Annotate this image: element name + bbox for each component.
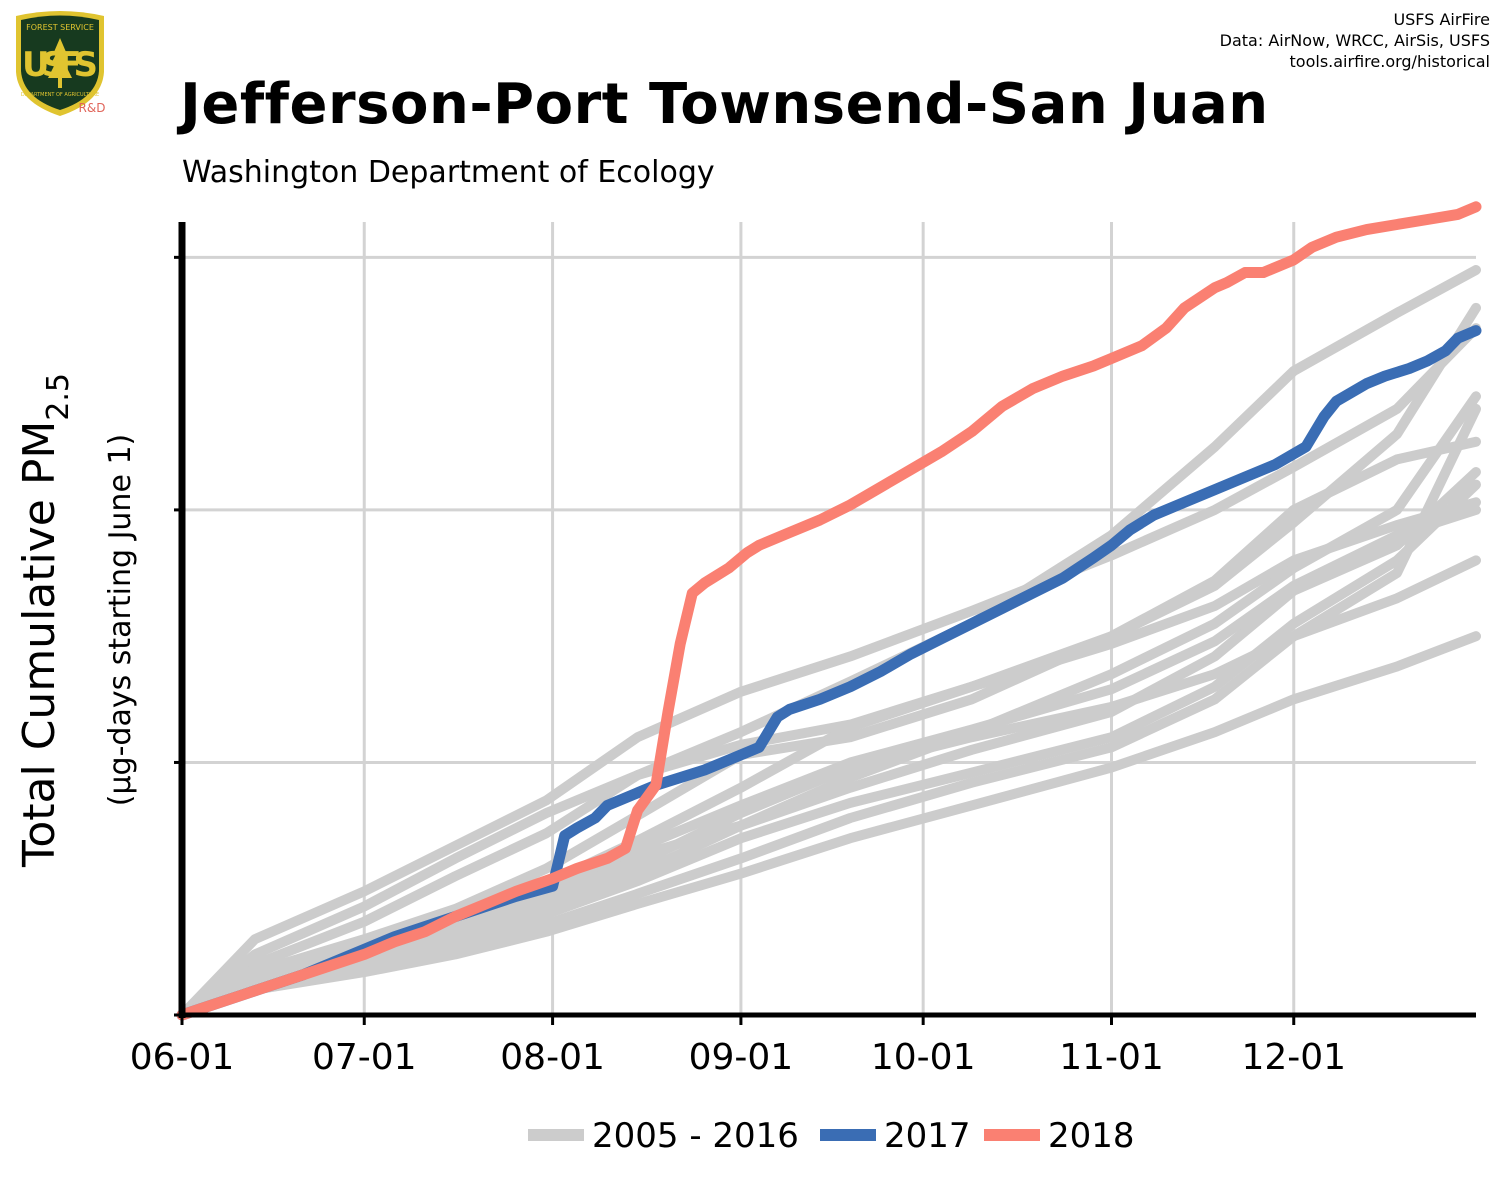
legend-label: 2017: [884, 1116, 971, 1156]
series-historic-line: [177, 479, 1481, 1020]
series-historic-line: [177, 436, 1481, 1020]
x-tick-label: 10-01: [871, 1037, 976, 1078]
logo-letters: USFS: [22, 45, 98, 85]
x-tick-label: 09-01: [689, 1037, 794, 1078]
y-axis-subscript: 2.5: [41, 373, 76, 421]
y-axis-label: Total Cumulative PM2.5 (µg-days starting…: [14, 373, 138, 868]
x-tick-label: 12-01: [1241, 1037, 1346, 1078]
x-tick-label: 06-01: [130, 1037, 235, 1078]
logo-badge-text: R&D: [79, 101, 106, 115]
legend-label: 2005 - 2016: [592, 1116, 799, 1156]
logo-top-text: FOREST SERVICE: [26, 23, 94, 32]
svg-text:Total Cumulative PM2.5: Total Cumulative PM2.5: [14, 373, 76, 868]
series-historic-line: [177, 302, 1481, 1020]
chart-title: Jefferson-Port Townsend-San Juan: [180, 72, 1269, 137]
historic-series: [177, 265, 1481, 1020]
credits: USFS AirFire Data: AirNow, WRCC, AirSis,…: [1220, 9, 1490, 72]
x-tick-label: 07-01: [312, 1037, 417, 1078]
y-axis-title: Total Cumulative PM: [14, 421, 65, 868]
chart-subtitle: Washington Department of Ecology: [182, 155, 715, 190]
credit-line: USFS AirFire: [1393, 10, 1490, 29]
x-tick-label: 11-01: [1059, 1037, 1164, 1078]
x-tick-label: 08-01: [500, 1037, 605, 1078]
axes: [174, 222, 1476, 1025]
credit-line: tools.airfire.org/historical: [1289, 52, 1490, 71]
series-historic-line: [177, 403, 1481, 1020]
legend: 2005 - 2016 2017 2018: [528, 1116, 1135, 1156]
usfs-logo: FOREST SERVICE USFS DEPARTMENT OF AGRICU…: [16, 11, 106, 116]
y-axis-units: (µg-days starting June 1): [103, 434, 138, 806]
series-historic-line: [177, 631, 1481, 1020]
series-2018-line: [176, 201, 1482, 1021]
series-historic-line: [177, 323, 1481, 1020]
credit-line: Data: AirNow, WRCC, AirSis, USFS: [1219, 31, 1490, 50]
tree-icon: [48, 38, 72, 88]
logo-bottom-text: DEPARTMENT OF AGRICULTURE: [21, 92, 99, 98]
legend-label: 2018: [1048, 1116, 1135, 1156]
x-tick-labels: 06-01 07-01 08-01 09-01 10-01 11-01 12-01: [130, 1037, 1346, 1078]
